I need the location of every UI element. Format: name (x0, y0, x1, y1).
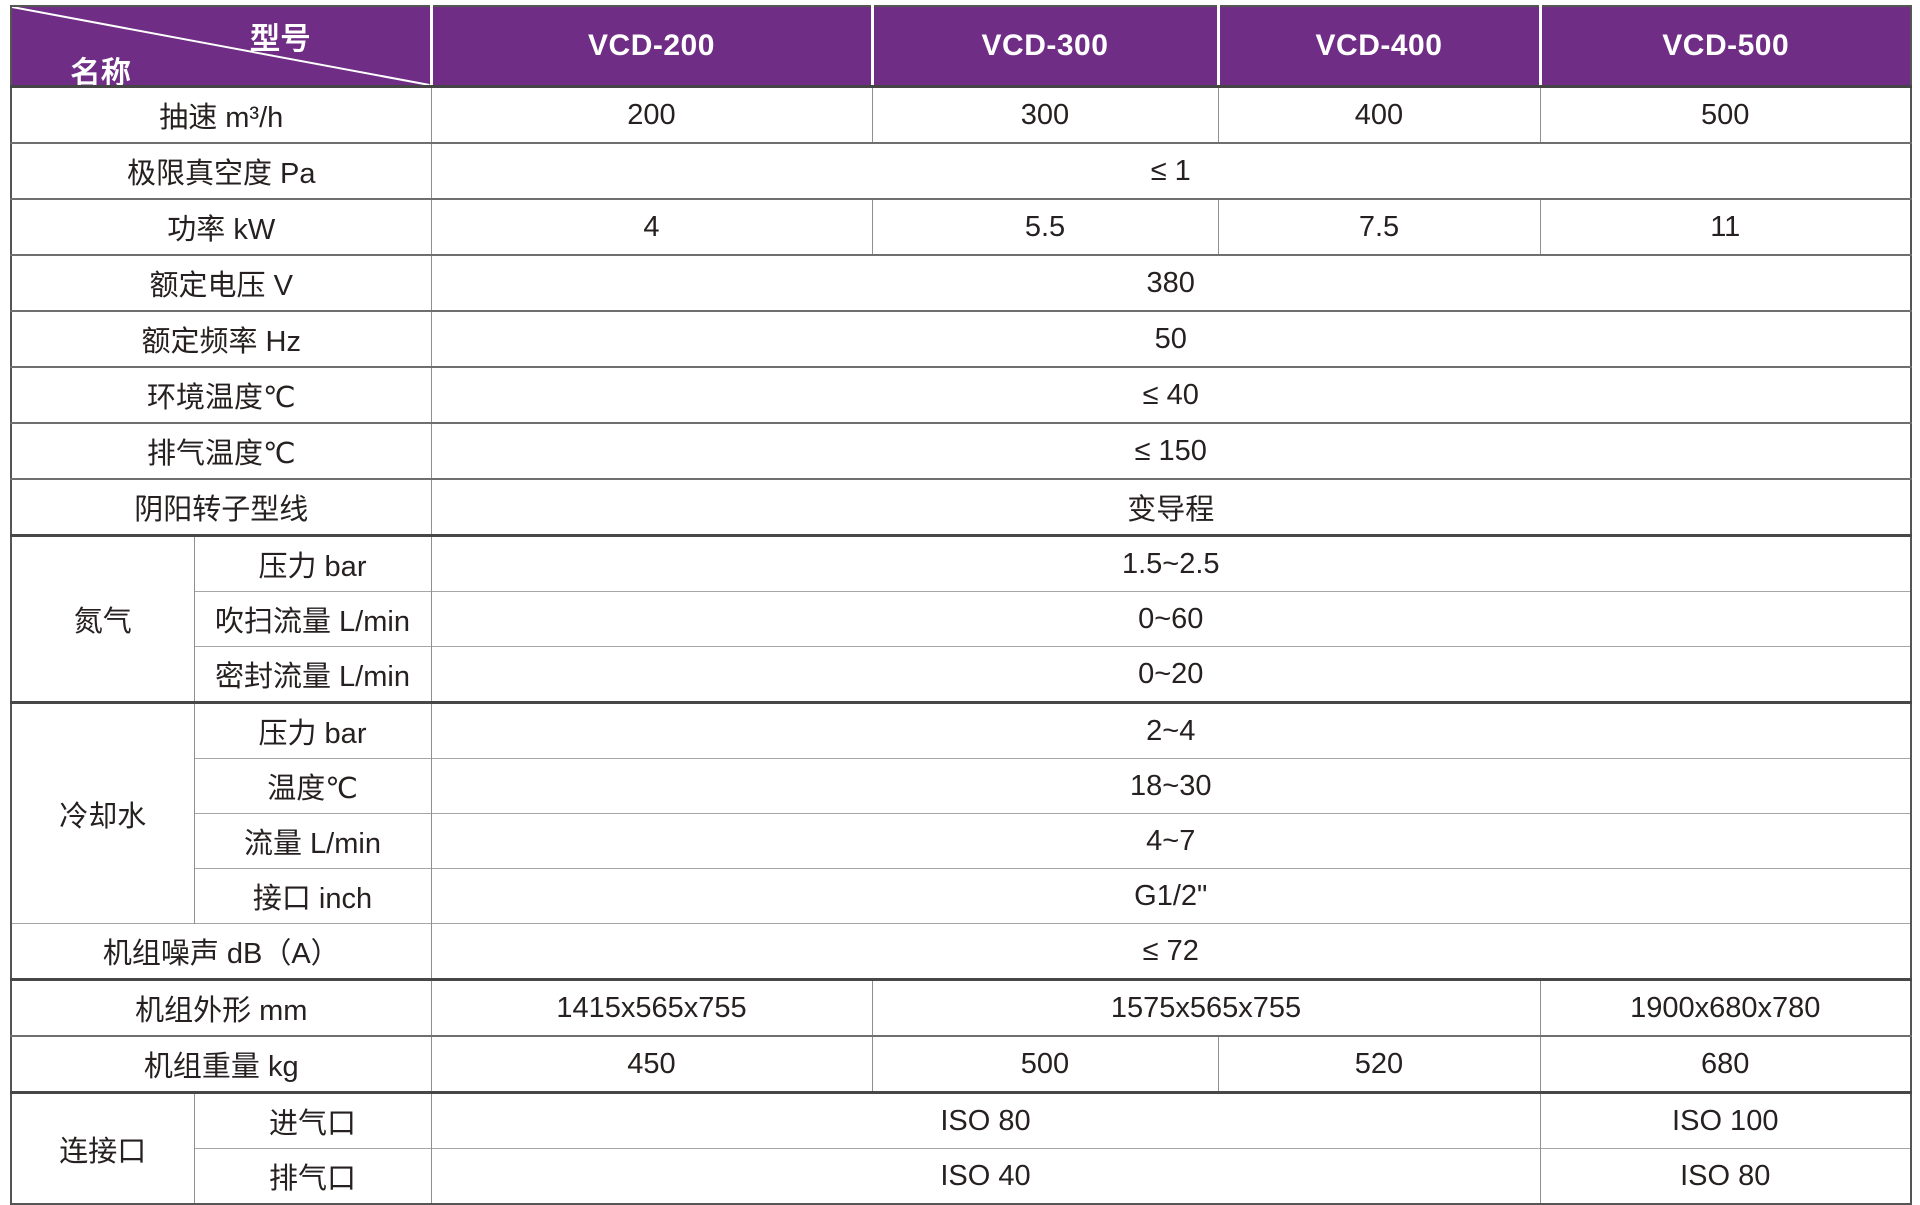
value-cell: 520 (1217, 1035, 1541, 1093)
value-cell: 500 (871, 1035, 1219, 1093)
table-row: 阴阳转子型线 变导程 (10, 478, 1912, 536)
row-label: 极限真空度 Pa (10, 142, 432, 199)
value-cell: 5.5 (871, 198, 1219, 255)
row-label: 功率 kW (10, 198, 432, 255)
model-header-vcd-500: VCD-500 (1538, 6, 1911, 88)
param-label: 压力 bar (193, 534, 432, 592)
table-row: 抽速 m³/h 200 300 400 500 (10, 85, 1912, 143)
table-row: 流量 L/min 4~7 (11, 813, 1912, 869)
model-header-vcd-300: VCD-300 (870, 6, 1218, 88)
value-cell: 450 (430, 1035, 873, 1093)
row-label: 抽速 m³/h (10, 85, 432, 143)
table-row: 机组噪声 dB（A） ≤ 72 (10, 923, 1912, 980)
value-cell: 1900x680x780 (1539, 978, 1912, 1036)
value-cell-span: 50 (430, 310, 1912, 367)
model-header-vcd-400: VCD-400 (1216, 6, 1540, 88)
table-row: 冷却水 压力 bar 2~4 (10, 701, 1912, 924)
header-row: 型号 名称 VCD-200 VCD-300 VCD-400 VCD-500 (11, 6, 1911, 88)
table-row: 额定电压 V 380 (10, 254, 1912, 311)
param-label: 压力 bar (193, 701, 432, 759)
row-label: 机组重量 kg (10, 1035, 432, 1093)
group-label: 冷却水 (10, 701, 195, 924)
value-cell-span: 1.5~2.5 (430, 534, 1912, 592)
table-row: 氮气 压力 bar 1.5~2.5 (10, 534, 1912, 703)
corner-header-cell: 型号 名称 (11, 6, 431, 88)
table-row: 排气温度℃ ≤ 150 (10, 422, 1912, 479)
param-label: 密封流量 L/min (193, 646, 432, 703)
row-label: 机组外形 mm (10, 978, 432, 1036)
table-row: 吹扫流量 L/min 0~60 (11, 591, 1912, 647)
table-row: 环境温度℃ ≤ 40 (10, 366, 1912, 423)
value-cell: 1415x565x755 (430, 978, 873, 1036)
group-label: 连接口 (10, 1091, 195, 1204)
value-cell: 300 (871, 85, 1219, 143)
value-cell: 200 (430, 85, 873, 143)
row-label: 阴阳转子型线 (10, 478, 432, 536)
group-label: 氮气 (10, 534, 195, 703)
value-cell: 680 (1539, 1035, 1912, 1093)
value-cell: ISO 100 (1539, 1091, 1912, 1149)
value-cell: 1575x565x755 (871, 978, 1541, 1036)
row-label: 排气温度℃ (10, 422, 432, 479)
corner-name-label: 名称 (70, 56, 132, 87)
value-cell-span: 2~4 (430, 701, 1912, 759)
value-cell-span: ≤ 40 (430, 366, 1912, 423)
corner-model-label: 型号 (249, 23, 311, 57)
table-row: 机组重量 kg 450 500 520 680 (10, 1035, 1912, 1093)
value-cell: ISO 80 (430, 1091, 1541, 1149)
table-row: 机组外形 mm 1415x565x755 1575x565x755 1900x680x… (10, 978, 1912, 1036)
diagonal-divider-line (12, 7, 430, 85)
table-row: 密封流量 L/min 0~20 (11, 646, 1912, 703)
row-label: 机组噪声 dB（A） (10, 923, 432, 980)
value-cell-span: 380 (430, 254, 1912, 311)
table-row: 温度℃ 18~30 (11, 758, 1912, 814)
param-label: 流量 L/min (193, 813, 432, 869)
row-label: 额定电压 V (10, 254, 432, 311)
table-row: 连接口 进气口 ISO 80 ISO 100 (10, 1091, 1912, 1204)
table-row: 极限真空度 Pa ≤ 1 (10, 142, 1912, 199)
value-cell-span: ≤ 150 (430, 422, 1912, 479)
value-cell-span: 变导程 (430, 478, 1912, 536)
value-cell: 500 (1539, 85, 1912, 143)
value-cell: 4 (430, 198, 873, 255)
param-label: 吹扫流量 L/min (193, 591, 432, 647)
model-header-vcd-200: VCD-200 (429, 6, 872, 88)
value-cell-span: 4~7 (430, 813, 1912, 869)
value-cell-span: ≤ 72 (430, 923, 1912, 980)
value-cell-span: ≤ 1 (430, 142, 1912, 199)
value-cell-span: 0~60 (430, 591, 1912, 647)
param-label: 排气口 (193, 1148, 432, 1204)
value-cell: 7.5 (1217, 198, 1541, 255)
value-cell: ISO 80 (1539, 1148, 1912, 1204)
row-label: 环境温度℃ (10, 366, 432, 423)
row-label: 额定频率 Hz (10, 310, 432, 367)
table-row: 接口 inch G1/2" (11, 868, 1912, 924)
param-label: 进气口 (193, 1091, 432, 1149)
param-label: 温度℃ (193, 758, 432, 814)
table-row: 功率 kW 4 5.5 7.5 11 (10, 198, 1912, 255)
value-cell: 400 (1217, 85, 1541, 143)
param-label: 接口 inch (193, 868, 432, 924)
value-cell: ISO 40 (430, 1148, 1541, 1204)
value-cell-span: 18~30 (430, 758, 1912, 814)
spec-sheet-page: 型号 名称 VCD-200 VCD-300 VCD-400 VCD-500 抽速… (10, 5, 1912, 1205)
table-row: 额定频率 Hz 50 (10, 310, 1912, 367)
value-cell: 11 (1539, 198, 1912, 255)
value-cell-span: G1/2" (430, 868, 1912, 924)
value-cell-span: 0~20 (430, 646, 1912, 703)
table-row: 排气口 ISO 40 ISO 80 (11, 1148, 1912, 1204)
spec-table: 型号 名称 VCD-200 VCD-300 VCD-400 VCD-500 抽速… (10, 5, 1912, 1205)
